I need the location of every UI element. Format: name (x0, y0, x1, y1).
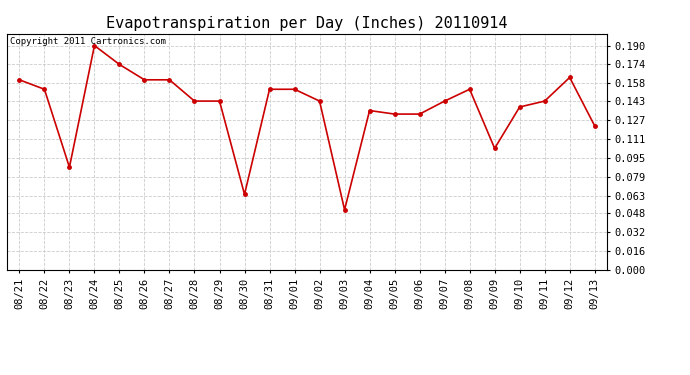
Title: Evapotranspiration per Day (Inches) 20110914: Evapotranspiration per Day (Inches) 2011… (106, 16, 508, 31)
Text: Copyright 2011 Cartronics.com: Copyright 2011 Cartronics.com (10, 37, 166, 46)
